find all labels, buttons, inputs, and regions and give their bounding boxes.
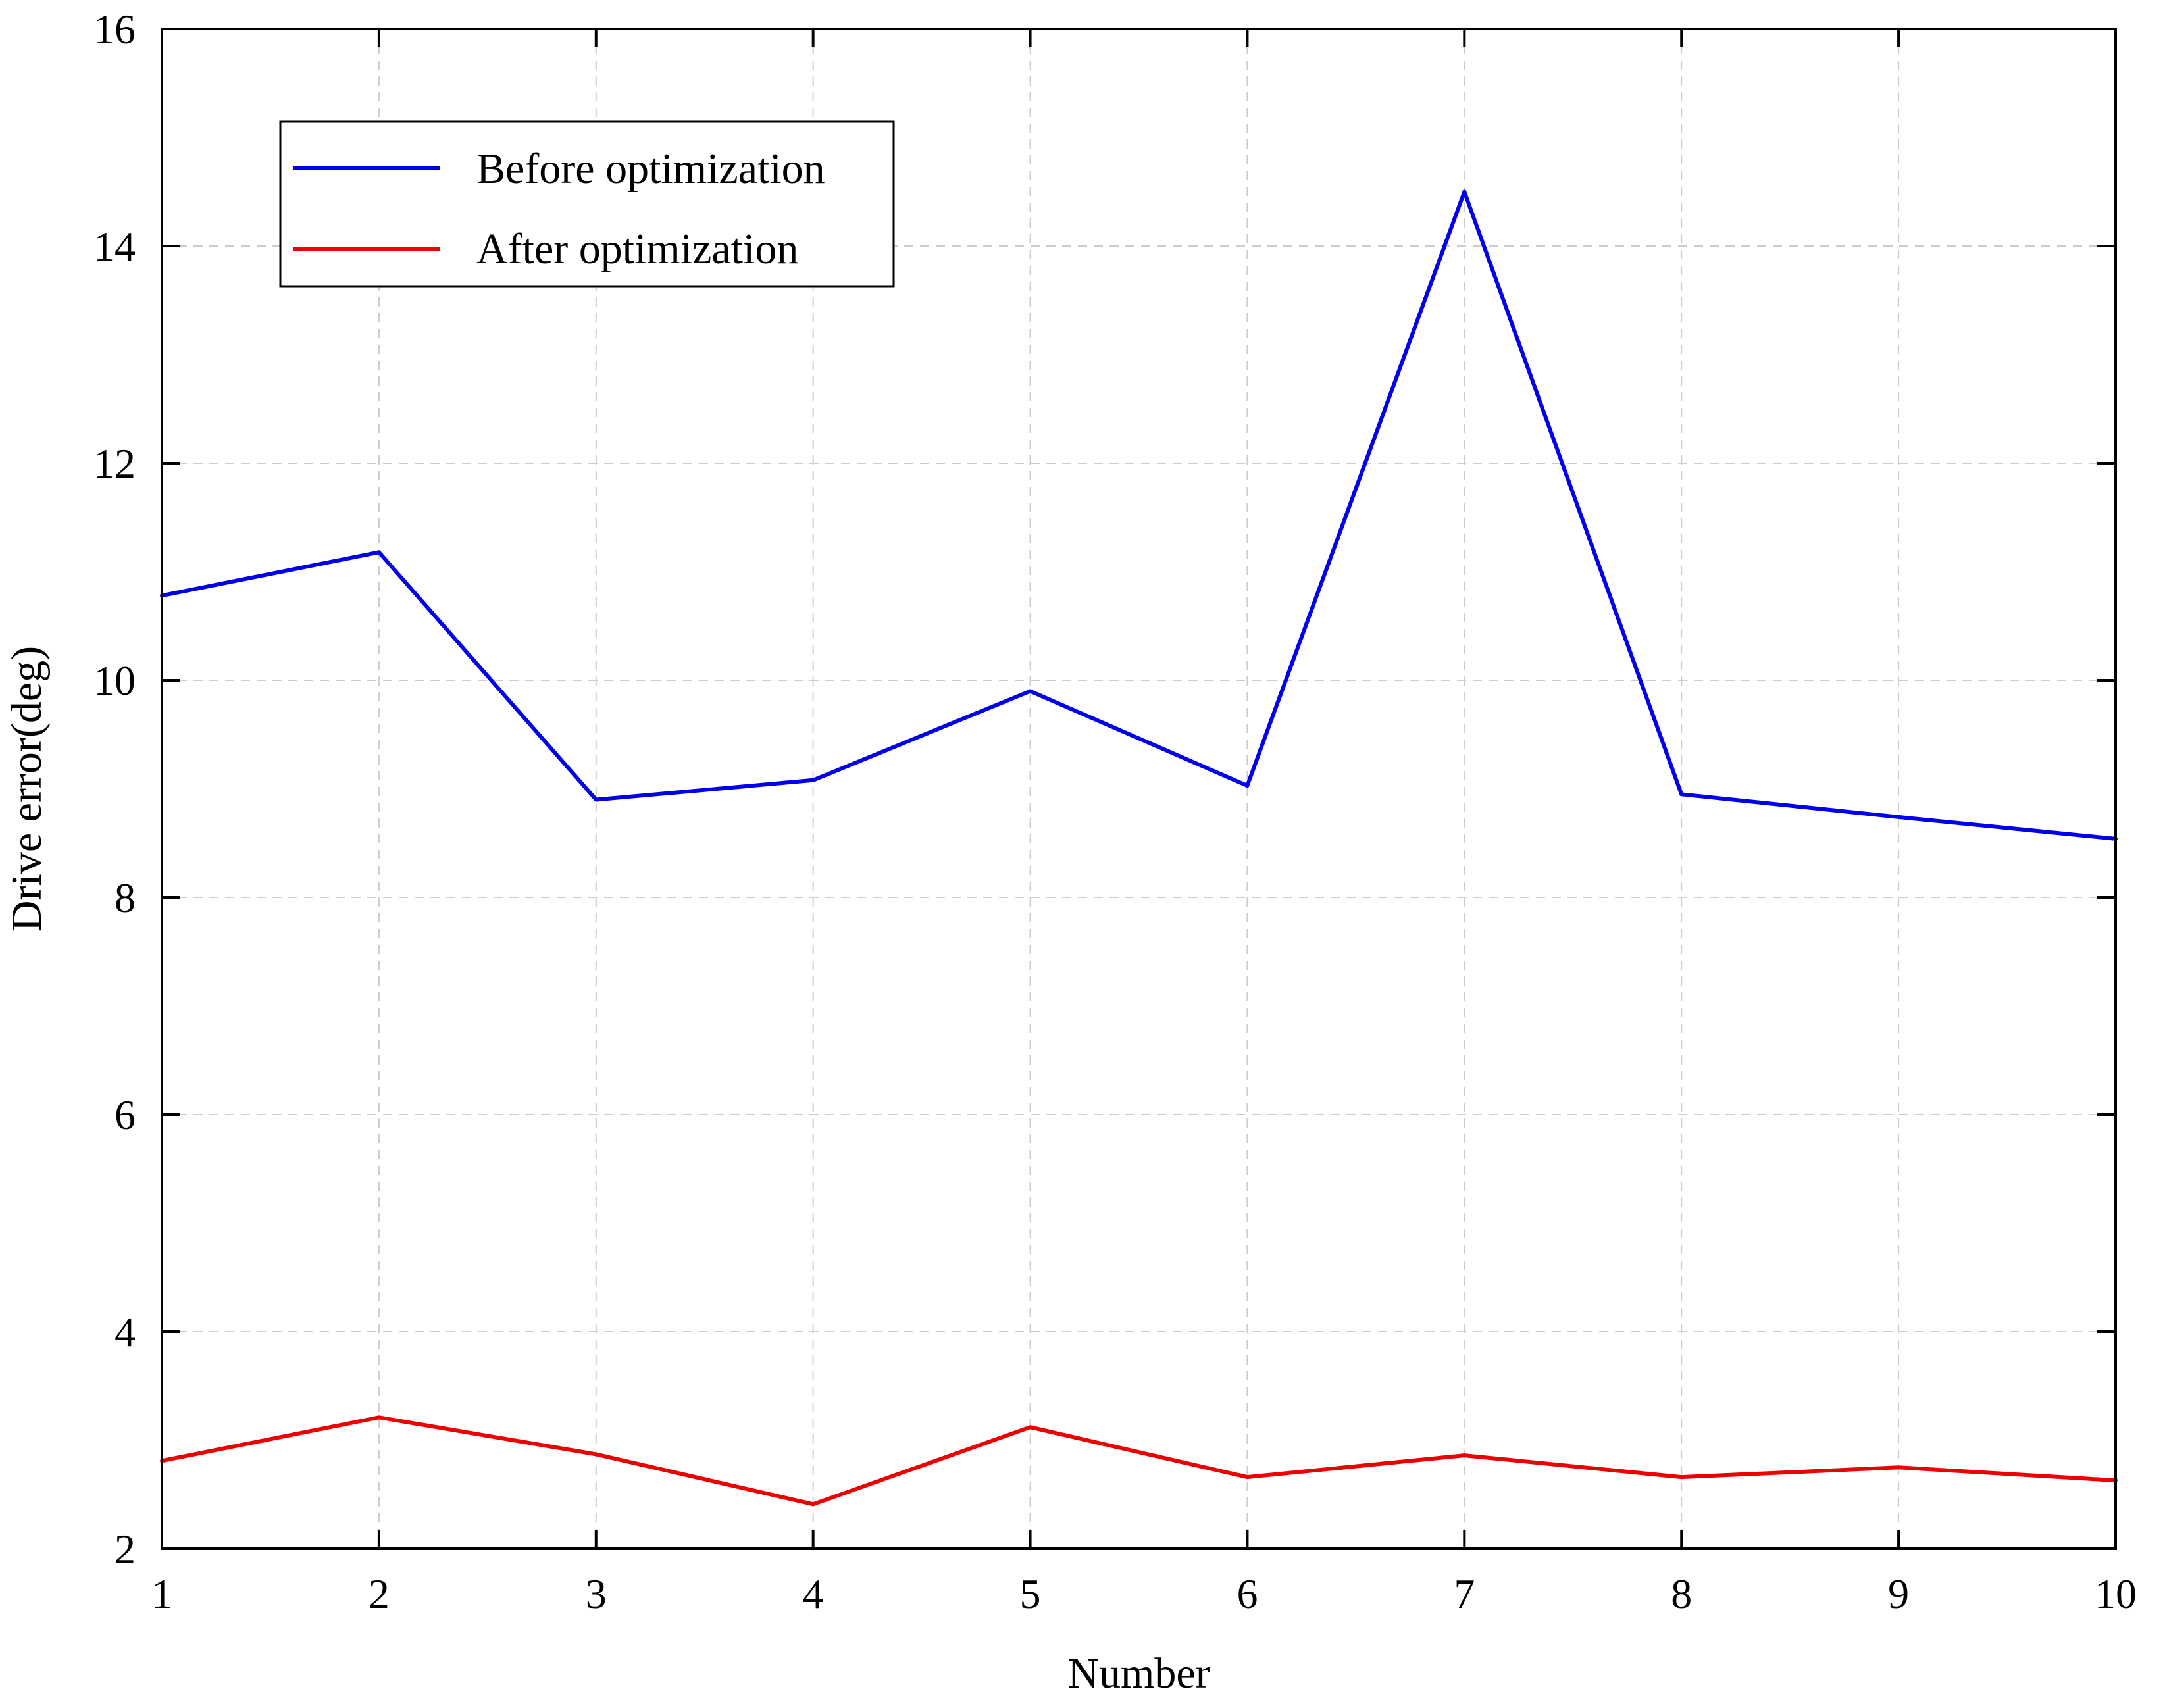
x-tick-label: 7	[1454, 1570, 1475, 1617]
x-axis-title: Number	[1067, 1649, 1210, 1697]
x-tick-label: 5	[1020, 1570, 1041, 1617]
x-tick-label: 2	[369, 1570, 390, 1617]
plot-frame	[161, 28, 2117, 1550]
data-point	[811, 778, 815, 782]
data-point	[1897, 815, 1901, 819]
data-point	[1028, 1425, 1032, 1430]
data-point	[1462, 1453, 1467, 1458]
data-point	[1028, 689, 1032, 693]
data-point	[811, 1502, 815, 1507]
ticks	[161, 28, 2117, 1550]
y-tick-label: 10	[93, 657, 136, 704]
y-axis-title: Drive error(deg)	[3, 646, 51, 932]
y-tick-label: 6	[115, 1092, 136, 1138]
data-point	[1679, 1475, 1684, 1480]
data-point	[376, 550, 381, 555]
x-tick-label: 9	[1888, 1570, 1909, 1617]
x-tick-label: 4	[803, 1570, 824, 1617]
legend-label-after: After optimization	[476, 225, 798, 273]
x-tick-label: 10	[2095, 1570, 2137, 1617]
y-tick-label: 14	[93, 223, 136, 270]
data-point	[594, 1452, 598, 1457]
data-point	[1245, 1475, 1250, 1480]
y-tick-label: 8	[115, 874, 136, 921]
x-tick-label: 1	[151, 1570, 172, 1617]
data-point	[594, 797, 598, 802]
legend: Before optimization After optimization	[279, 120, 895, 288]
data-point	[1679, 792, 1684, 797]
y-tick-label: 4	[115, 1309, 136, 1355]
x-tick-label: 8	[1671, 1570, 1692, 1617]
data-point	[1897, 1465, 1901, 1470]
y-tick-label: 16	[93, 6, 136, 53]
x-tick-label: 6	[1236, 1570, 1258, 1617]
series-line-0	[161, 189, 2116, 841]
data-point	[1245, 784, 1250, 788]
x-tick-label: 3	[586, 1570, 607, 1617]
legend-box	[279, 120, 895, 288]
data-point	[376, 1415, 381, 1420]
y-tick-label: 12	[93, 440, 136, 487]
series-line-1	[161, 1415, 2116, 1507]
y-tick-label: 2	[115, 1526, 136, 1572]
legend-label-before: Before optimization	[476, 145, 825, 193]
series-layer	[160, 189, 2118, 1507]
data-point	[1462, 189, 1467, 194]
